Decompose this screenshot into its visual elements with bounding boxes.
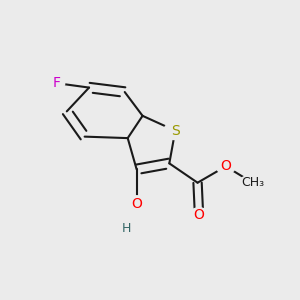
Text: O: O [194, 208, 205, 222]
Ellipse shape [118, 222, 134, 235]
Text: H: H [122, 222, 131, 235]
Ellipse shape [164, 122, 187, 140]
Ellipse shape [48, 76, 65, 90]
Text: F: F [52, 76, 60, 90]
Text: S: S [171, 124, 180, 138]
Text: CH₃: CH₃ [241, 176, 264, 189]
Ellipse shape [190, 208, 208, 223]
Ellipse shape [239, 175, 266, 190]
Text: O: O [131, 196, 142, 211]
Text: O: O [220, 159, 231, 173]
Ellipse shape [216, 159, 235, 174]
Ellipse shape [127, 196, 146, 211]
